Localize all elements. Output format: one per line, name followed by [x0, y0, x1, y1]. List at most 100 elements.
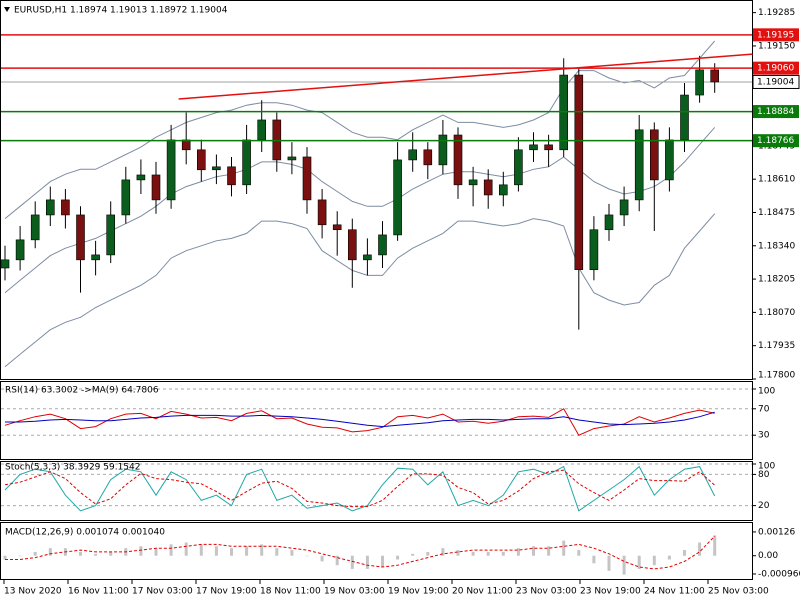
histogram-bar — [426, 551, 430, 556]
y-tick-label: 1.18340 — [758, 241, 795, 251]
histogram-bar — [652, 555, 656, 566]
level-price-box — [753, 61, 799, 75]
indicator-line — [4, 465, 716, 512]
histogram-bar — [260, 544, 264, 556]
histogram-bar — [698, 542, 702, 556]
candle-body — [91, 254, 100, 261]
histogram-bar — [94, 553, 98, 556]
stoch-title: Stoch(5,3,3) 38.3929 59.1542 — [5, 463, 140, 473]
candle-body — [483, 179, 493, 196]
indicator-line — [4, 469, 716, 508]
histogram-bar — [33, 551, 37, 556]
level-price-label: 1.18884 — [757, 107, 794, 117]
histogram-bar — [607, 555, 611, 571]
chart-header: EURUSD,H1 1.18974 1.19013 1.18972 1.1900… — [14, 6, 228, 16]
y-tick-label: 1.17935 — [758, 341, 795, 351]
histogram-bar — [441, 548, 445, 556]
signal-line — [5, 535, 716, 570]
histogram-bar — [245, 546, 249, 556]
candle-body — [45, 199, 55, 216]
candle-body — [619, 199, 629, 216]
candle-body — [61, 199, 70, 216]
candle-body — [347, 229, 357, 261]
x-tick-label: 23 Nov 19:00 — [580, 587, 641, 597]
x-tick-label: 25 Nov 03:00 — [708, 587, 769, 597]
histogram-bar — [365, 555, 369, 569]
x-tick-label: 24 Nov 11:00 — [644, 587, 705, 597]
candle-body — [15, 239, 25, 261]
x-tick-label: 20 Nov 11:00 — [452, 587, 513, 597]
y-tick-label: 0.00126 — [758, 527, 795, 537]
candle-body — [121, 179, 131, 216]
candle-body — [287, 156, 297, 161]
candle-body — [438, 134, 448, 166]
y-tick-label: 1.18610 — [758, 175, 795, 185]
histogram-bar — [381, 555, 384, 568]
candle-body — [302, 156, 312, 201]
candle-body — [665, 139, 674, 181]
x-tick-label: 23 Nov 03:00 — [516, 587, 577, 597]
histogram-bar — [622, 555, 626, 575]
histogram-bar — [305, 555, 309, 557]
candle-body — [498, 184, 508, 196]
candle-body — [423, 149, 433, 166]
histogram-bar — [48, 548, 52, 556]
y-tick-label: 1.19285 — [758, 8, 795, 18]
candle-body — [589, 229, 599, 271]
histogram-bar — [3, 555, 7, 560]
x-tick-label: 17 Nov 03:00 — [132, 587, 193, 597]
y-tick-label: 20 — [758, 501, 770, 511]
candle-body — [227, 166, 236, 186]
candle-body — [257, 119, 267, 141]
x-tick-label: 17 Nov 19:00 — [196, 587, 257, 597]
candle-body — [453, 134, 463, 186]
level-price-label: 1.18766 — [757, 136, 794, 146]
plot-layer: 1.192851.191501.187451.186101.184751.183… — [0, 8, 800, 579]
candle-body — [604, 214, 614, 231]
candle-body — [695, 69, 704, 96]
histogram-bar — [547, 546, 551, 556]
histogram-bar — [456, 550, 460, 556]
y-tick-label: 70 — [758, 404, 770, 414]
candle-body — [408, 149, 418, 161]
histogram-bar — [79, 551, 82, 556]
rsi-title: RSI(14) 63.3002 ->MA(9) 64.7806 — [5, 386, 159, 396]
histogram-bar — [18, 555, 22, 557]
x-tick-label: 19 Nov 03:00 — [324, 587, 385, 597]
x-tick-label: 18 Nov 11:00 — [260, 587, 321, 597]
symbol-menu-icon[interactable] — [4, 7, 10, 12]
candle-body — [166, 139, 176, 201]
histogram-bar — [713, 535, 717, 556]
y-tick-label: 0.00 — [758, 551, 778, 561]
current-price-box — [752, 74, 800, 89]
histogram-bar — [396, 555, 400, 560]
y-tick-label: 1.18205 — [758, 275, 795, 285]
candle-body — [212, 166, 221, 171]
indicator-line — [5, 411, 715, 428]
band-lower — [4, 213, 716, 368]
histogram-bar — [275, 548, 279, 556]
level-price-label: 1.19060 — [757, 64, 794, 74]
y-tick-label: 100 — [758, 462, 775, 472]
histogram-bar — [109, 551, 113, 556]
y-tick-label: 80 — [758, 470, 770, 480]
histogram-bar — [592, 555, 596, 564]
x-tick-label: 19 Nov 19:00 — [388, 587, 449, 597]
candle-body — [378, 234, 387, 256]
level-price-box — [753, 134, 799, 148]
x-tick-label: 16 Nov 11:00 — [68, 587, 129, 597]
histogram-bar — [577, 550, 581, 556]
band-middle — [4, 127, 716, 294]
candle-body — [393, 159, 402, 236]
y-tick-label: -0.000966 — [758, 569, 800, 579]
candle-body — [0, 259, 10, 269]
histogram-bar — [562, 540, 566, 556]
candle-body — [634, 129, 644, 201]
band-upper — [4, 40, 716, 219]
histogram-bar — [139, 546, 143, 556]
candle-body — [30, 214, 40, 241]
level-price-box — [753, 105, 799, 119]
candle-body — [332, 224, 342, 231]
histogram-bar — [516, 548, 520, 556]
